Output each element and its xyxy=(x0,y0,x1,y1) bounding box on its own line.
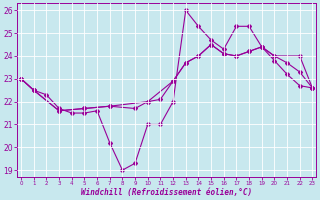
X-axis label: Windchill (Refroidissement éolien,°C): Windchill (Refroidissement éolien,°C) xyxy=(81,188,252,197)
